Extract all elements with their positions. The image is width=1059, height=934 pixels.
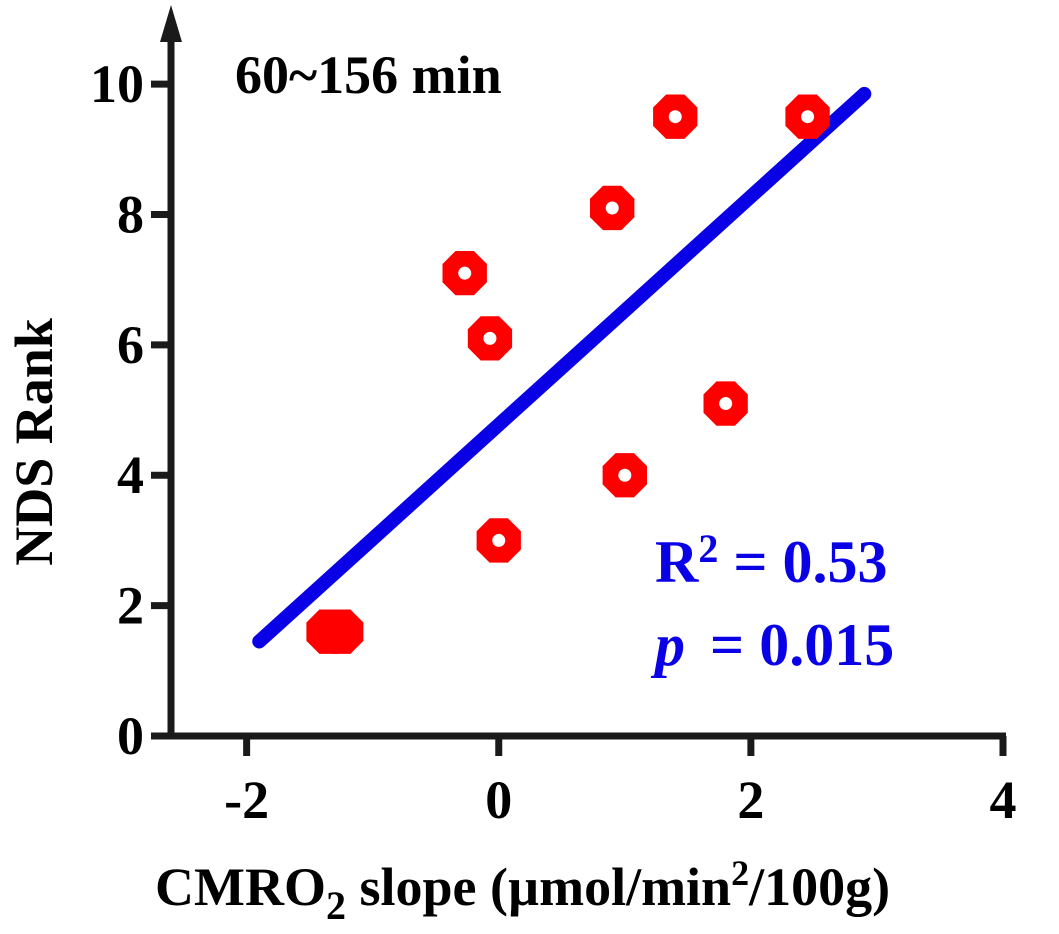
data-point-center — [492, 533, 506, 547]
data-point-center — [458, 266, 472, 280]
y-tick-label: 4 — [117, 445, 144, 505]
x-tick-label: 0 — [485, 770, 512, 830]
data-points — [306, 94, 830, 654]
y-tick-label: 6 — [117, 315, 144, 375]
chart-title: 60~156 min — [235, 45, 502, 105]
data-point-center — [618, 468, 632, 482]
axes — [160, 5, 1006, 740]
y-tick-label: 10 — [90, 54, 144, 114]
data-point-center — [668, 110, 682, 124]
r2-annotation: R2 = 0.53 — [655, 526, 888, 595]
data-point-center — [801, 110, 815, 124]
y-axis-title: NDS Rank — [4, 318, 64, 566]
y-axis-arrow — [160, 5, 182, 42]
x-tick-label: -2 — [224, 770, 269, 830]
fit-line — [252, 86, 872, 649]
x-axis-title: CMRO2 slope (µmol/min2/100g) — [155, 853, 890, 928]
data-point — [319, 609, 364, 654]
y-tick-label: 8 — [117, 184, 144, 244]
data-point-center — [483, 331, 497, 345]
data-point-center — [719, 397, 733, 411]
data-point-center — [605, 201, 619, 215]
p-annotation: p = 0.015 — [650, 612, 894, 678]
y-tick-label: 0 — [117, 706, 144, 766]
ticks: -2 0 2 4 0 2 4 6 8 10 — [90, 54, 1017, 830]
x-tick-label: 4 — [990, 770, 1017, 830]
y-tick-label: 2 — [117, 576, 144, 636]
x-tick-label: 2 — [737, 770, 764, 830]
